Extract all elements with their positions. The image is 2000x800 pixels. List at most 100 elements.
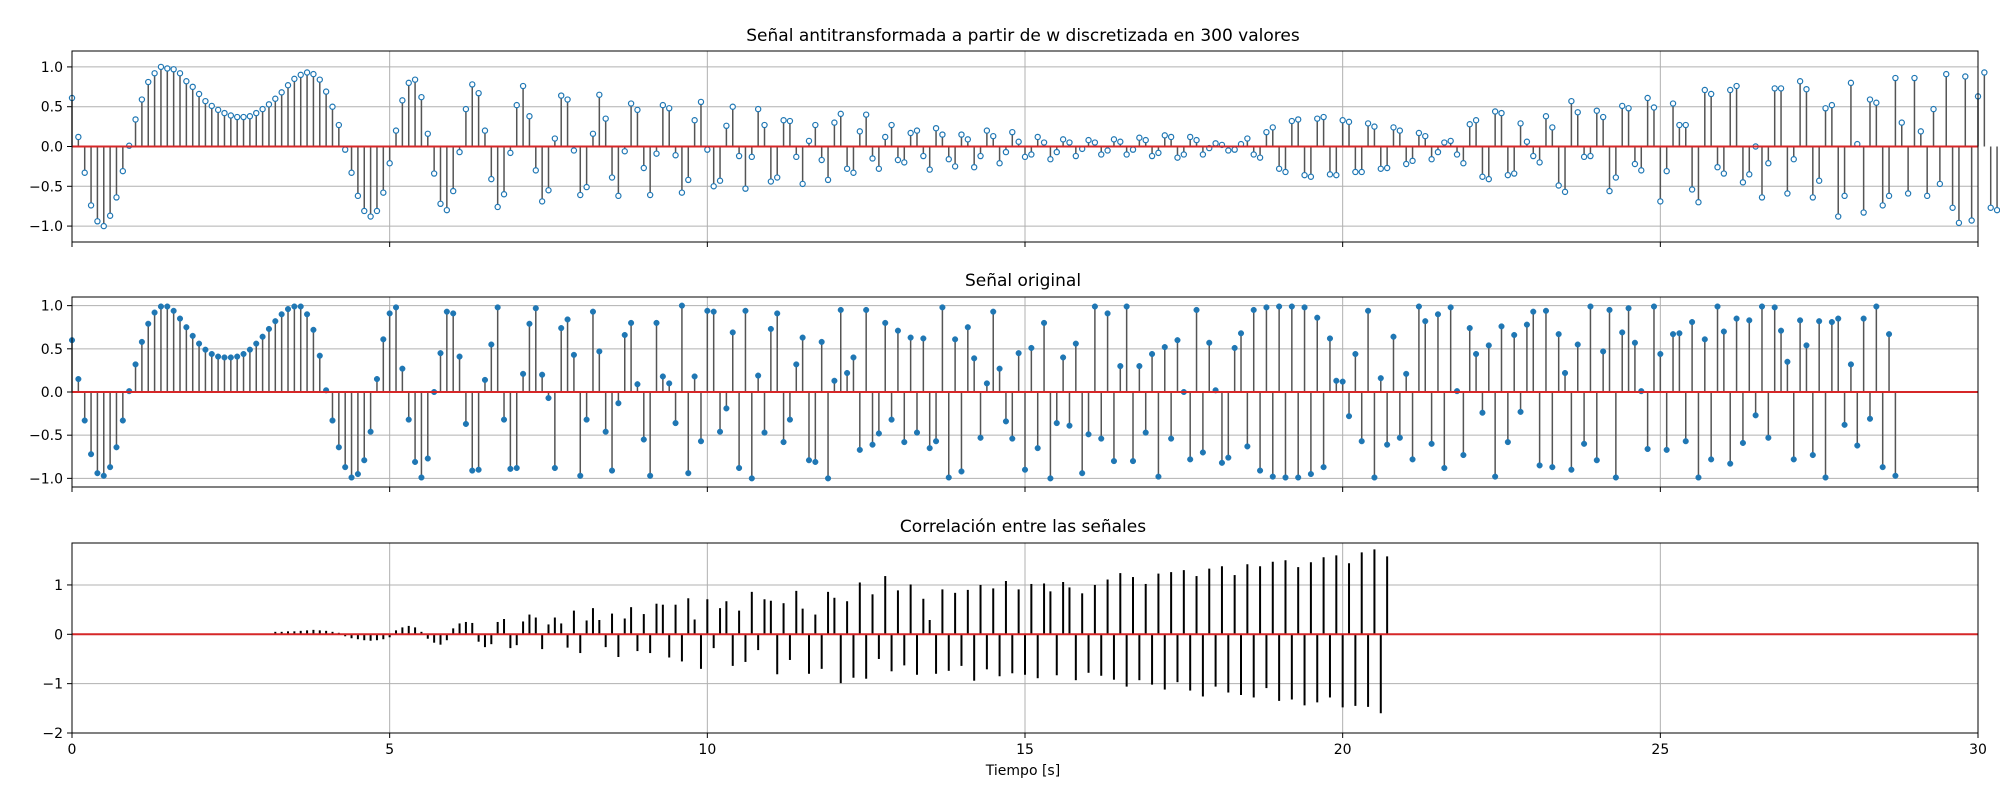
stem-marker (729, 329, 736, 336)
stem-marker (1059, 136, 1067, 143)
stem-marker (1847, 361, 1854, 368)
stem-marker (818, 156, 825, 164)
stem-marker (189, 332, 196, 339)
stem-marker (1886, 331, 1893, 338)
stem-marker (551, 464, 558, 472)
stem-marker (297, 71, 304, 79)
stem-marker (1174, 154, 1181, 161)
stem-marker (1060, 354, 1067, 361)
panel-top-markers (68, 63, 2000, 230)
stem-marker (742, 307, 749, 314)
stem-marker (990, 132, 997, 140)
stem-marker (939, 131, 946, 138)
stem-marker (367, 213, 374, 220)
stem-marker (1257, 467, 1264, 474)
stem-marker (475, 89, 482, 97)
stem-marker (716, 177, 724, 184)
stem-marker (183, 324, 190, 331)
stem-marker (1720, 170, 1728, 177)
stem-marker (1619, 102, 1626, 110)
stem-marker (272, 318, 279, 325)
stem-marker (1530, 152, 1537, 160)
stem-marker (850, 169, 857, 176)
stem-marker (894, 327, 901, 334)
stem-marker (291, 303, 298, 310)
stem-marker (1276, 303, 1283, 310)
stem-marker (1873, 99, 1880, 106)
stem-marker (1123, 151, 1130, 158)
stem-marker (240, 350, 247, 358)
panel-middle-frame (71, 296, 1979, 488)
stem-marker (939, 304, 946, 311)
stem-marker (1790, 456, 1797, 463)
stem-marker (1110, 458, 1117, 465)
stem-marker (1758, 303, 1766, 310)
stem-marker (100, 472, 107, 479)
stem-marker (88, 451, 95, 458)
stem-marker (303, 69, 311, 76)
stem-marker (1568, 97, 1575, 105)
stem-marker (1085, 136, 1092, 144)
stem-marker (640, 164, 648, 172)
stem-marker (1866, 96, 1874, 103)
stem-marker (1542, 307, 1550, 314)
stem-marker (1460, 451, 1467, 459)
stem-marker (869, 441, 876, 448)
stem-marker (646, 191, 654, 199)
stem-marker (1860, 209, 1867, 216)
stem-marker (1320, 113, 1327, 121)
stem-marker (132, 361, 139, 368)
stem-marker (1796, 78, 1804, 85)
stem-marker (1746, 317, 1753, 324)
stem-marker (1460, 160, 1467, 167)
panel-middle-y-tick-label: 0.0 (41, 385, 63, 401)
stem-marker (888, 121, 895, 129)
stem-marker (1021, 466, 1029, 473)
stem-marker (196, 340, 203, 347)
stem-marker (75, 133, 82, 141)
stem-marker (716, 428, 724, 435)
stem-marker (920, 335, 927, 342)
stem-marker (824, 176, 832, 184)
stem-marker (1885, 192, 1893, 200)
stem-marker (1142, 429, 1149, 436)
stem-marker (1536, 159, 1543, 166)
stem-marker (373, 207, 381, 215)
stem-marker (1733, 315, 1740, 322)
stem-marker (793, 361, 800, 368)
stem-marker (1244, 443, 1251, 450)
stem-marker (1873, 303, 1880, 310)
stem-marker (494, 203, 501, 211)
stem-marker (1047, 156, 1054, 163)
stem-marker (1784, 358, 1791, 365)
stem-marker (138, 96, 146, 103)
stem-marker (1085, 431, 1092, 438)
stem-marker (1066, 422, 1073, 429)
panel-middle-stems (71, 305, 1897, 479)
stem-marker (500, 191, 508, 198)
stem-marker (761, 121, 768, 129)
stem-marker (608, 174, 616, 181)
stem-marker (304, 311, 311, 318)
panel-top-plot: −1.0 −0.5 0.0 0.5 1.0 (29, 50, 2000, 247)
stem-marker (513, 101, 520, 109)
stem-marker (634, 381, 641, 388)
stem-marker (310, 70, 317, 78)
stem-marker (971, 355, 978, 362)
stem-marker (1320, 464, 1327, 471)
stem-marker (1491, 108, 1499, 115)
stem-marker (138, 338, 145, 345)
stem-marker (685, 176, 692, 184)
stem-marker (952, 336, 959, 343)
stem-marker (1015, 350, 1022, 357)
stem-marker (964, 136, 972, 143)
stem-marker (1720, 328, 1727, 335)
stem-marker (570, 351, 577, 358)
stem-marker (488, 341, 495, 348)
stem-marker (1199, 151, 1207, 158)
stem-marker (1682, 121, 1689, 129)
stem-marker (1364, 120, 1372, 127)
stem-marker (1015, 138, 1022, 145)
stem-marker (329, 417, 336, 424)
stem-marker (926, 166, 933, 173)
